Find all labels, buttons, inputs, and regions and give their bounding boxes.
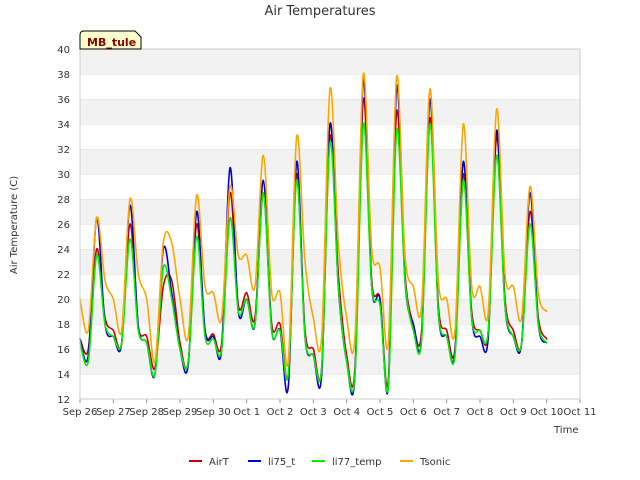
x-tick-label: Oct 2 — [267, 407, 294, 418]
y-tick-label: 20 — [57, 295, 70, 306]
legend: AirT li75_t li77_temp Tsonic — [189, 457, 450, 468]
y-tick-label: 26 — [57, 220, 70, 231]
legend-entry: li77_temp — [332, 457, 381, 468]
y-tick-label: 24 — [57, 245, 70, 256]
grid-band — [80, 374, 580, 399]
grid-band — [80, 199, 580, 224]
x-tick-label: Oct 3 — [300, 407, 327, 418]
x-tick-label: Sep 28 — [129, 407, 164, 418]
y-tick-label: 18 — [57, 320, 70, 331]
y-tick-label: 28 — [57, 195, 70, 206]
station-badge-label: MB_tule — [87, 36, 136, 49]
x-tick-label: Oct 9 — [500, 407, 527, 418]
grid-band — [80, 324, 580, 349]
grid-band — [80, 299, 580, 324]
y-tick-label: 12 — [57, 395, 70, 406]
y-tick-label: 30 — [57, 170, 70, 181]
grid-band — [80, 99, 580, 124]
series-line-li77-temp — [79, 122, 548, 393]
x-tick-label: Oct 1 — [233, 407, 260, 418]
y-tick-label: 40 — [57, 45, 70, 56]
legend-entry: li75_t — [268, 457, 295, 468]
grid-bands — [80, 48, 580, 399]
y-tick-label: 36 — [57, 95, 70, 106]
x-tick-label: Oct 11 — [563, 407, 596, 418]
y-axis-ticks: 12 14 16 18 20 22 24 26 28 30 32 34 36 38 40 — [57, 45, 70, 406]
grid-band — [80, 224, 580, 249]
x-tick-label: Sep 30 — [196, 407, 231, 418]
chart-title: Air Temperatures — [264, 4, 375, 19]
y-axis-label: Air Temperature (C) — [9, 176, 20, 274]
grid-band — [80, 174, 580, 199]
plot-border — [79, 48, 581, 400]
x-tick-label: Oct 10 — [530, 407, 563, 418]
x-tick-label: Sep 26 — [63, 407, 98, 418]
y-tick-label: 14 — [57, 370, 70, 381]
y-tick-label: 22 — [57, 270, 70, 281]
y-tick-label: 16 — [57, 345, 70, 356]
series-lines — [79, 72, 548, 396]
x-tick-label: Oct 7 — [433, 407, 460, 418]
y-tick-label: 38 — [57, 70, 70, 81]
x-tick-label: Oct 6 — [400, 407, 427, 418]
grid-band — [80, 149, 580, 174]
x-tick-label: Sep 27 — [96, 407, 131, 418]
x-tick-label: Sep 29 — [163, 407, 198, 418]
legend-entry: AirT — [209, 457, 230, 468]
series-line-tsonic — [79, 72, 548, 368]
y-tick-label: 32 — [57, 145, 70, 156]
grid-band — [80, 49, 580, 74]
x-tick-label: Oct 4 — [333, 407, 360, 418]
x-tick-label: Oct 8 — [467, 407, 494, 418]
grid-band — [80, 349, 580, 374]
station-badge-box — [79, 30, 142, 50]
y-tick-label: 34 — [57, 120, 70, 131]
x-axis-label: Time — [553, 425, 578, 436]
legend-entry: Tsonic — [419, 457, 450, 468]
x-tick-label: Oct 5 — [367, 407, 394, 418]
station-badge: MB_tule — [79, 30, 142, 50]
